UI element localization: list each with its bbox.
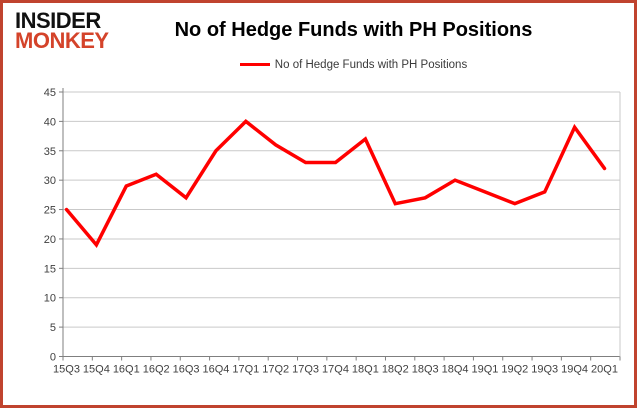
y-axis-label: 30	[44, 175, 56, 187]
x-axis-label: 19Q1	[471, 364, 498, 376]
x-axis-label: 17Q1	[232, 364, 259, 376]
y-axis-label: 40	[44, 116, 56, 128]
x-axis-label: 20Q1	[591, 364, 618, 376]
x-axis-label: 18Q4	[442, 364, 469, 376]
x-axis-label: 16Q4	[202, 364, 229, 376]
x-axis-label: 17Q2	[262, 364, 289, 376]
y-axis-label: 45	[44, 87, 56, 99]
x-axis-label: 16Q1	[113, 364, 140, 376]
y-axis-label: 15	[44, 263, 56, 275]
x-axis-label: 18Q1	[352, 364, 379, 376]
x-axis-label: 18Q3	[412, 364, 439, 376]
logo-text-insider: INSIDER	[15, 8, 101, 33]
y-axis-label: 10	[44, 293, 56, 305]
x-axis-label: 17Q4	[322, 364, 349, 376]
y-axis-label: 5	[50, 322, 56, 334]
y-axis-label: 0	[50, 352, 56, 364]
insider-monkey-logo: INSIDER MONKEY	[15, 8, 109, 54]
x-axis-label: 19Q4	[561, 364, 588, 376]
x-axis-label: 15Q3	[53, 364, 80, 376]
chart-title: No of Hedge Funds with PH Positions	[174, 19, 533, 41]
x-axis-label: 19Q2	[501, 364, 528, 376]
data-line	[64, 119, 607, 248]
x-axis-label: 16Q3	[173, 364, 200, 376]
legend: No of Hedge Funds with PH Positions	[93, 59, 614, 71]
legend-label: No of Hedge Funds with PH Positions	[274, 59, 468, 71]
line-chart: 0 5 10 15 20 25 30 35 40 45 15Q3 15Q4 16Q1 16Q2 16Q3 16…	[44, 87, 621, 376]
y-axis-label: 25	[44, 205, 56, 217]
x-axis-label: 17Q3	[292, 364, 319, 376]
y-axis-label: 35	[44, 146, 56, 158]
logo-text-monkey: MONKEY	[15, 28, 109, 54]
x-axis-label: 19Q3	[531, 364, 558, 376]
y-axis-label: 20	[44, 234, 56, 246]
x-axis-label: 16Q2	[143, 364, 170, 376]
x-axis-label: 15Q4	[83, 364, 110, 376]
legend-line-swatch	[239, 62, 270, 66]
x-axis-label: 18Q2	[382, 364, 409, 376]
